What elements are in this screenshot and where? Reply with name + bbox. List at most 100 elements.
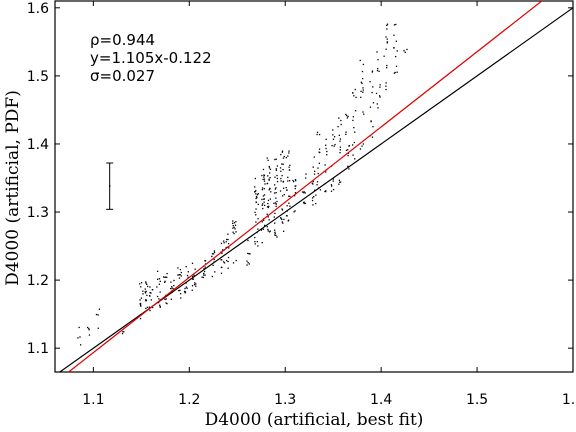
data-point <box>338 179 341 181</box>
data-point <box>156 278 159 280</box>
data-point <box>386 24 388 26</box>
data-point <box>192 275 194 278</box>
data-point <box>396 50 398 52</box>
data-point <box>394 71 396 74</box>
plot-frame <box>54 0 574 373</box>
data-point <box>315 194 317 196</box>
data-point <box>267 175 269 177</box>
data-point <box>354 88 356 91</box>
data-point <box>212 264 214 266</box>
data-point <box>254 177 257 180</box>
data-point <box>170 287 172 290</box>
data-point <box>340 123 342 126</box>
data-point <box>79 344 82 346</box>
data-point <box>345 131 347 133</box>
data-point <box>354 110 357 112</box>
data-point <box>288 152 290 154</box>
data-point <box>324 190 327 193</box>
data-point <box>283 193 285 196</box>
data-point <box>145 307 147 310</box>
annotation-rho: ρ=0.944 <box>90 31 155 49</box>
data-point <box>260 229 263 231</box>
data-point <box>371 71 374 73</box>
data-point <box>247 262 249 264</box>
data-point <box>361 82 363 85</box>
data-point <box>144 288 146 290</box>
data-point <box>166 272 168 275</box>
data-point <box>145 290 147 293</box>
data-point <box>362 143 365 145</box>
data-point <box>396 71 398 73</box>
data-point <box>346 117 349 119</box>
data-point <box>304 202 307 205</box>
data-point <box>262 203 264 205</box>
data-point <box>159 305 161 308</box>
data-point <box>386 23 389 25</box>
data-point <box>88 329 90 331</box>
data-point <box>354 158 356 160</box>
data-point <box>345 133 347 135</box>
data-point <box>274 176 276 178</box>
data-point <box>186 287 188 289</box>
data-point <box>281 195 284 197</box>
data-point <box>313 170 316 172</box>
data-point <box>340 119 342 122</box>
data-point <box>184 291 187 293</box>
data-point <box>263 204 266 207</box>
data-point <box>313 173 316 175</box>
data-point <box>269 230 271 232</box>
data-point <box>256 194 259 196</box>
data-point <box>312 183 314 185</box>
data-point <box>97 314 99 316</box>
data-point <box>213 258 215 261</box>
data-point <box>383 55 385 57</box>
data-point <box>79 336 81 338</box>
data-point <box>204 260 207 262</box>
data-point <box>325 147 327 150</box>
data-point <box>269 172 271 174</box>
data-point <box>165 298 167 300</box>
data-point <box>345 114 348 117</box>
data-point <box>269 177 271 179</box>
data-point <box>282 163 284 165</box>
data-point <box>227 267 229 269</box>
x-tick-label: 1.3 <box>274 392 296 408</box>
y-axis-label: D4000 (artificial, PDF) <box>3 90 23 286</box>
data-point <box>140 297 143 299</box>
data-point <box>333 145 335 147</box>
data-point <box>331 144 333 147</box>
data-point <box>286 205 288 207</box>
data-point <box>363 113 365 115</box>
data-point <box>339 138 342 140</box>
data-point <box>294 210 296 212</box>
data-point <box>170 281 172 283</box>
data-point <box>359 59 361 62</box>
data-point <box>257 193 259 195</box>
data-point <box>316 131 319 134</box>
data-point <box>385 88 387 91</box>
data-point <box>159 304 161 306</box>
data-point <box>352 154 354 156</box>
data-point <box>352 116 354 118</box>
data-point <box>274 222 276 224</box>
data-point <box>262 219 265 221</box>
data-point <box>164 280 166 282</box>
data-point <box>304 192 306 194</box>
data-point <box>288 166 290 168</box>
data-point <box>148 306 151 308</box>
data-point <box>331 185 333 187</box>
data-point <box>255 208 257 210</box>
annotation-fit-equation: y=1.105x-0.122 <box>90 49 212 67</box>
data-point <box>266 213 268 215</box>
data-point <box>228 247 230 249</box>
data-point <box>404 51 406 53</box>
y-tick-label: 1.3 <box>27 205 49 221</box>
data-point <box>156 286 158 288</box>
data-point <box>294 179 297 181</box>
data-point <box>195 285 197 287</box>
data-point <box>248 263 250 265</box>
data-point <box>262 207 264 210</box>
data-point <box>280 180 282 182</box>
data-point <box>360 81 363 83</box>
data-point <box>280 217 282 220</box>
